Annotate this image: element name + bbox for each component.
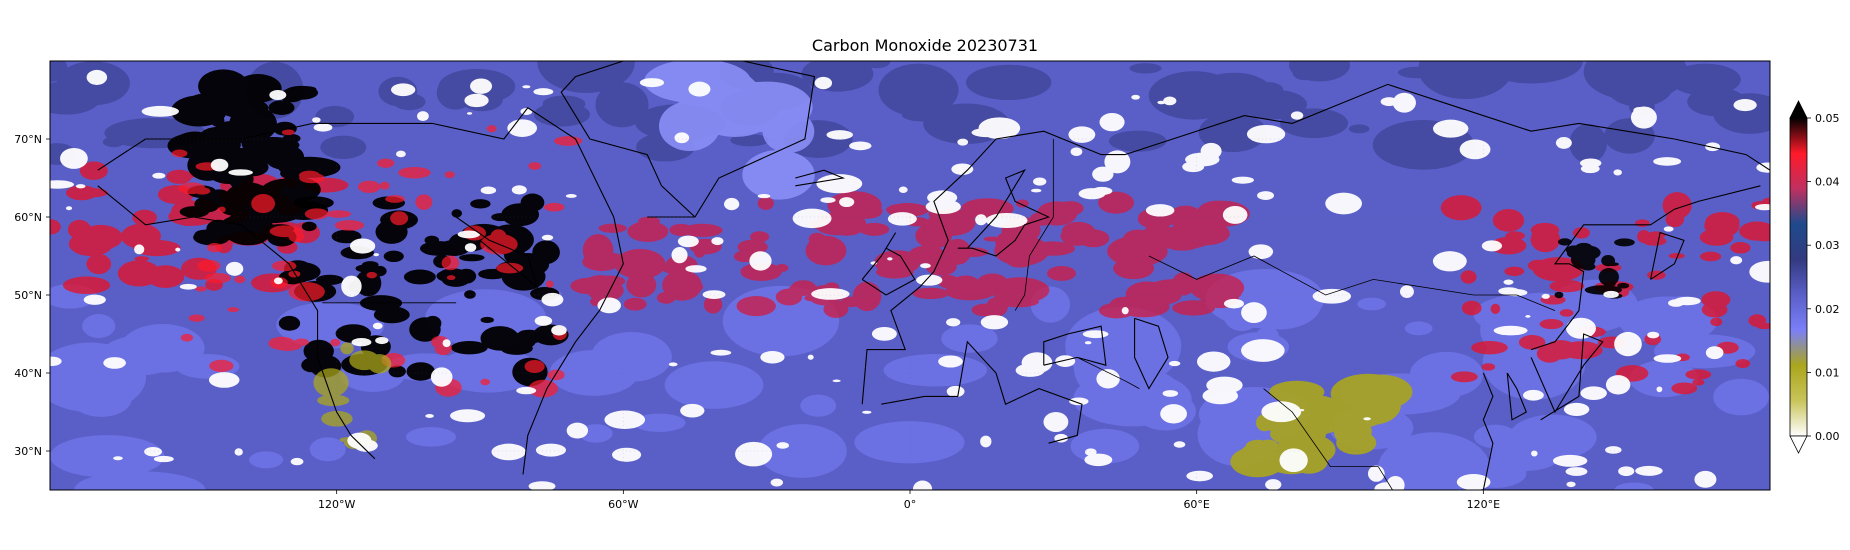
colorbar-tick-label: 0.05 [1815, 112, 1840, 125]
colorbar: 0.00 0.01 0.02 0.03 0.04 0.05 [1789, 100, 1840, 454]
colorbar-ticks: 0.00 0.01 0.02 0.03 0.04 0.05 [1807, 112, 1840, 443]
lat-tick-label: 50°N [14, 289, 42, 302]
cloud-gaps-missing-data [50, 69, 1770, 490]
colorbar-extend-min [1789, 435, 1808, 454]
lat-tick-label: 30°N [14, 445, 42, 458]
lon-tick-label: 60°W [608, 498, 638, 511]
colorbar-tick-label: 0.01 [1815, 366, 1840, 379]
country-borders [322, 139, 1556, 490]
colorbar-tick-label: 0.04 [1815, 176, 1840, 189]
latitude-axis: 70°N 60°N 50°N 40°N 30°N [14, 133, 50, 458]
east-asia-red-plume [1440, 192, 1770, 395]
co-concentration-map [50, 61, 1770, 490]
colorbar-tick-label: 0.00 [1815, 430, 1840, 443]
lon-tick-label: 0° [904, 498, 917, 511]
colorbar-tick-label: 0.03 [1815, 239, 1840, 252]
lon-tick-label: 120°W [318, 498, 355, 511]
gridlines [50, 61, 1770, 490]
coastlines [97, 61, 1770, 490]
lon-tick-label: 120°E [1467, 498, 1500, 511]
greenland-light-region [644, 61, 815, 200]
east-asia-black-core [1554, 238, 1635, 299]
lat-tick-label: 60°N [14, 211, 42, 224]
longitude-axis: 120°W 60°W 0° 60°E 120°E [318, 490, 1500, 511]
map-title: Carbon Monoxide 20230731 [811, 36, 1039, 55]
lon-tick-label: 60°E [1183, 498, 1209, 511]
colorbar-gradient [1789, 117, 1808, 437]
colorbar-tick-label: 0.02 [1815, 303, 1840, 316]
lat-tick-label: 40°N [14, 367, 42, 380]
colorbar-extend-max [1789, 100, 1808, 119]
lat-tick-label: 70°N [14, 133, 42, 146]
